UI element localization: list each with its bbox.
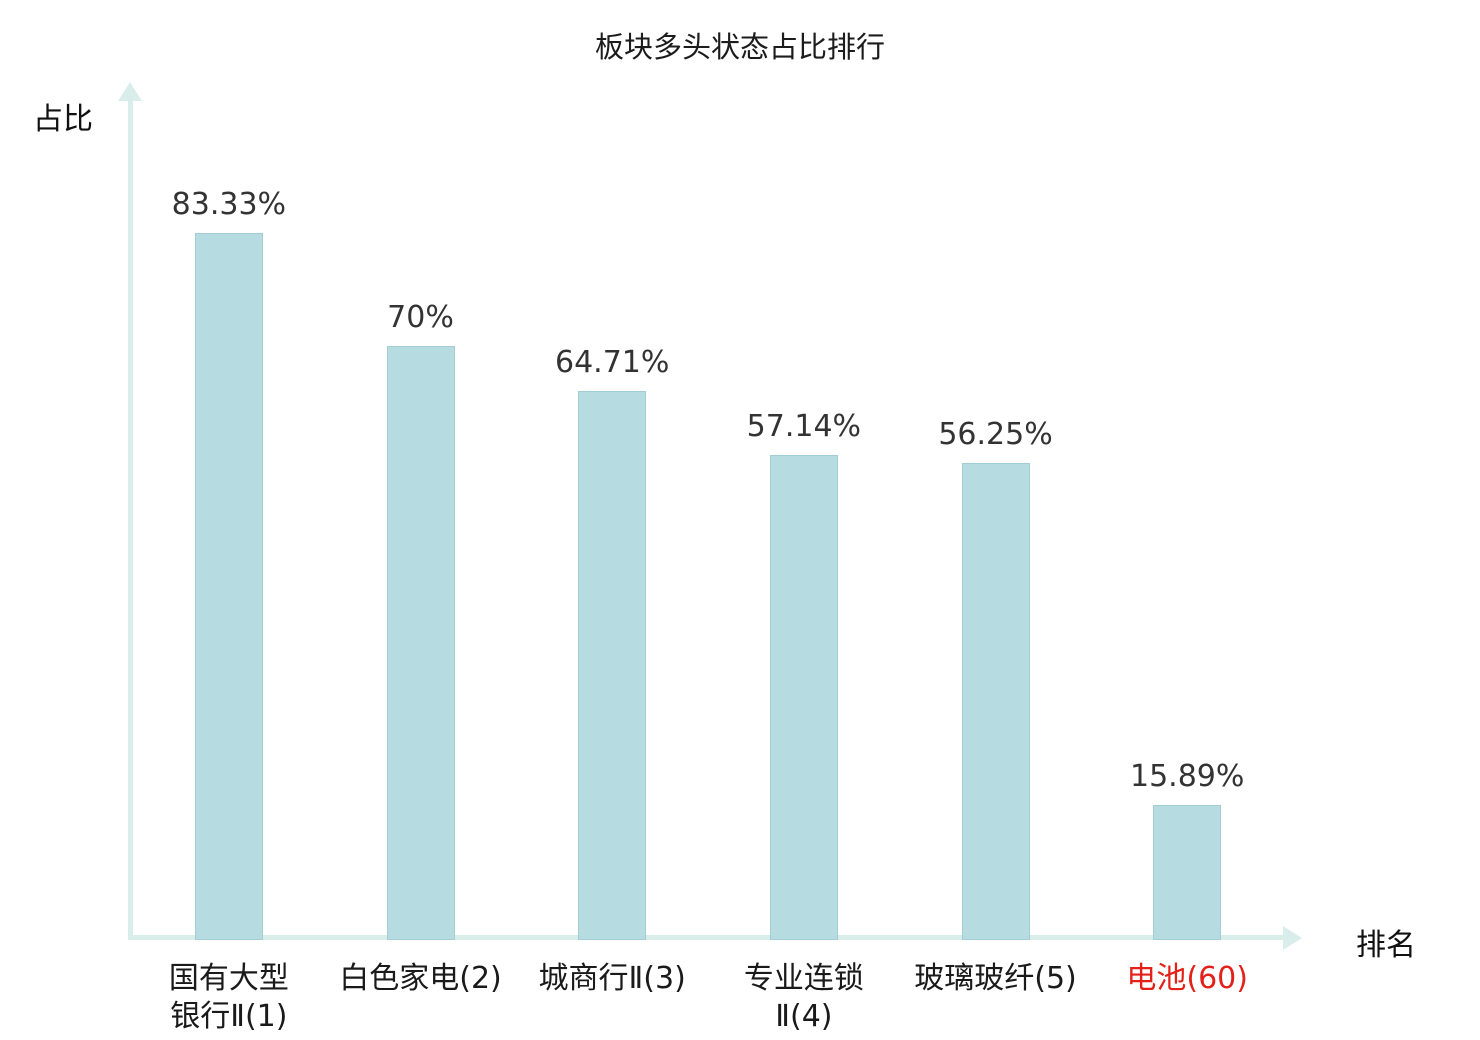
y-axis-line — [128, 100, 133, 940]
bar — [578, 391, 647, 940]
bar-slot: 56.25% — [900, 92, 1092, 940]
bar — [194, 233, 263, 940]
category-label: 城商行Ⅱ(3) — [538, 961, 686, 996]
plot-area: 83.33% 70% 64.71% 57.14% 56.25% 15.89% — [133, 92, 1283, 940]
bar — [961, 463, 1030, 940]
bar-value-label: 83.33% — [171, 187, 287, 222]
bar — [769, 455, 838, 940]
bar-slot: 64.71% — [516, 92, 708, 940]
bar-slot: 83.33% — [133, 92, 325, 940]
bar-slot: 57.14% — [708, 92, 900, 940]
bar — [386, 346, 455, 940]
bar-value-label: 70% — [387, 300, 454, 335]
category-label: 白色家电(2) — [339, 961, 502, 996]
category-axis: 国有大型 银行Ⅱ(1) 白色家电(2) 城商行Ⅱ(3) 专业连锁 Ⅱ(4) 玻璃玻纤(5… — [133, 960, 1283, 1035]
y-axis-label: 占比 — [33, 102, 93, 137]
bar-slot: 15.89% — [1091, 92, 1283, 940]
bar-value-label: 57.14% — [746, 409, 862, 444]
category-label: 专业连锁 Ⅱ(4) — [743, 961, 864, 1034]
chart-title: 板块多头状态占比排行 — [594, 30, 885, 64]
bar-value-label: 64.71% — [554, 345, 670, 380]
category-label: 电池(60) — [1126, 961, 1248, 996]
y-axis-arrow-icon — [118, 82, 142, 101]
x-axis-line — [128, 935, 1283, 940]
bar-slot: 70% — [325, 92, 517, 940]
bar-value-label: 15.89% — [1130, 759, 1245, 794]
bar-value-label: 56.25% — [938, 417, 1053, 452]
bar — [1153, 805, 1222, 940]
x-axis-label: 排名 — [1356, 928, 1416, 963]
category-label: 玻璃玻纤(5) — [914, 961, 1077, 996]
x-axis-arrow-icon — [1283, 926, 1302, 950]
category-label: 国有大型 银行Ⅱ(1) — [168, 961, 289, 1034]
